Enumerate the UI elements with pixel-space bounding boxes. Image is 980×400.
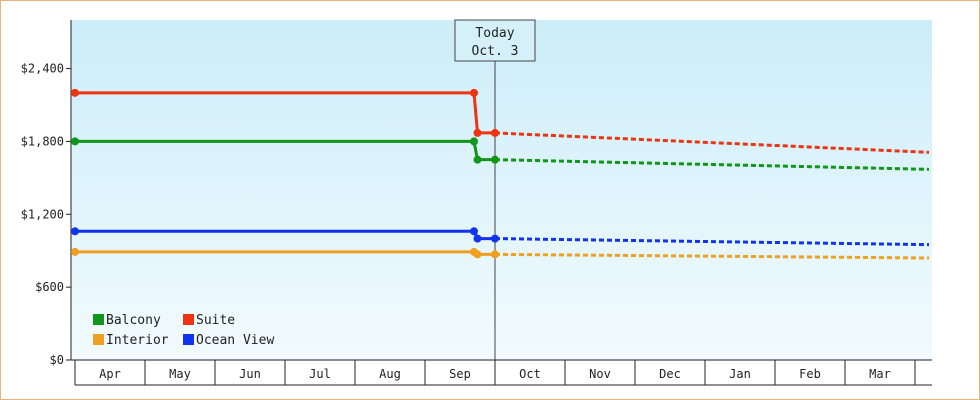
series-forecast-suite (494, 131, 930, 154)
series-forecast-interior (494, 252, 930, 260)
data-point (473, 234, 482, 243)
today-date: Oct. 3 (472, 44, 519, 59)
data-point (71, 137, 79, 146)
legend-label: Balcony (106, 313, 161, 328)
series-balcony (71, 137, 930, 171)
data-point (473, 155, 482, 164)
legend-label: Suite (196, 313, 235, 328)
data-point (491, 128, 499, 137)
data-point (491, 155, 499, 164)
x-tick-label: Sep (449, 367, 471, 381)
legend: Balcony Suite Interior Ocean View (93, 313, 274, 348)
x-tick-label: Dec (659, 367, 681, 381)
x-tick-label: Jul (309, 367, 331, 381)
y-tick-label: $600 (35, 280, 64, 294)
series-forecast-ocean-view (494, 237, 930, 247)
data-point (491, 250, 499, 259)
data-point (71, 227, 79, 236)
data-point (473, 128, 482, 137)
x-tick-label: Jun (239, 367, 261, 381)
y-tick-label: $1,200 (21, 207, 64, 221)
x-axis: Apr May Jun Jul Aug Sep Oct Nov Dec Jan Feb Mar (71, 359, 932, 386)
x-tick-label: Feb (799, 367, 821, 381)
legend-swatch (183, 314, 194, 325)
today-label: Today (475, 26, 514, 41)
series-line-ocean-view (75, 229, 495, 241)
x-tick-label: May (169, 367, 191, 381)
data-point (71, 247, 79, 256)
data-point (71, 88, 79, 97)
data-point (470, 227, 478, 236)
legend-swatch (93, 314, 104, 325)
legend-swatch (183, 334, 194, 345)
today-box (454, 19, 536, 62)
series-ocean-view (71, 227, 930, 247)
legend-label: Ocean View (196, 333, 274, 348)
today-marker: Today Oct. 3 (454, 19, 536, 360)
x-tick-label: Apr (99, 367, 121, 381)
series-line-suite (75, 91, 495, 135)
plot-area (71, 20, 932, 360)
x-tick-label: Nov (589, 367, 611, 381)
series-line-balcony (75, 139, 495, 162)
series-suite (71, 88, 930, 154)
series-interior (71, 247, 930, 260)
y-tick-label: $2,400 (21, 62, 64, 76)
x-tick-label: Jan (729, 367, 751, 381)
data-point (491, 234, 499, 243)
y-tick-label: $1,800 (21, 134, 64, 148)
data-point (473, 250, 482, 259)
x-tick-label: Oct (519, 367, 541, 381)
legend-swatch (93, 334, 104, 345)
series-layer (71, 88, 930, 260)
series-forecast-balcony (494, 158, 930, 171)
x-tick-label: Aug (379, 367, 401, 381)
legend-label: Interior (106, 333, 169, 348)
data-point (470, 137, 478, 146)
y-tick-label: $0 (50, 353, 64, 367)
data-point (470, 88, 478, 97)
x-tick-label: Mar (869, 367, 891, 381)
y-axis: $0 $600 $1,200 $1,800 $2,400 (21, 20, 72, 367)
